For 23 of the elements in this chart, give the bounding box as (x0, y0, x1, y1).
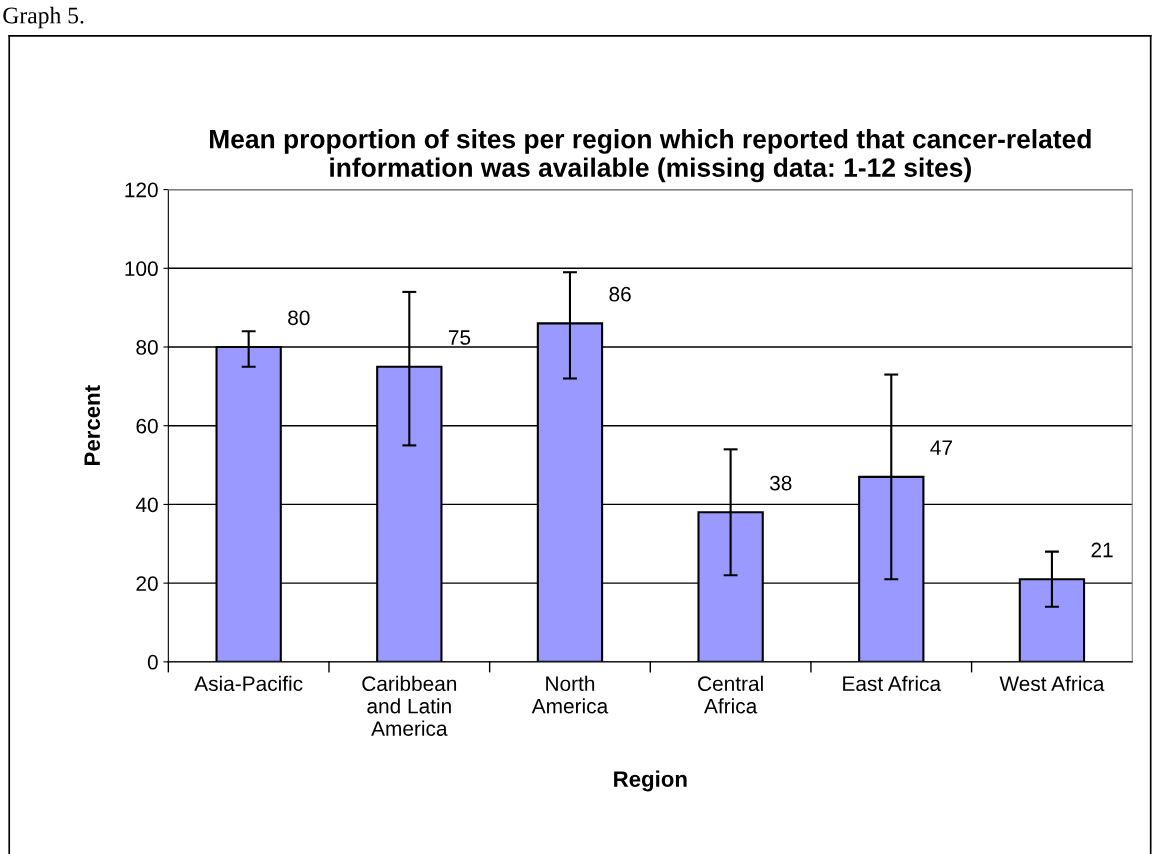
x-tick-label: West Africa (999, 675, 1105, 692)
data-label: 86 (609, 286, 631, 302)
data-label: 75 (448, 330, 471, 345)
y-tick-label: 20 (136, 576, 158, 591)
data-label: 80 (288, 310, 310, 326)
y-tick-label: 0 (147, 654, 158, 670)
data-label: 38 (769, 475, 792, 491)
x-tick-label: North America (531, 675, 609, 714)
x-tick-label: Caribbean and Latin America (362, 675, 457, 736)
y-tick-label: 60 (136, 418, 158, 434)
y-tick-label: 80 (136, 340, 158, 355)
x-axis-title: Region (614, 770, 687, 792)
y-tick-label: 40 (135, 497, 158, 513)
x-tick-label: Asia-Pacific (194, 675, 303, 692)
data-label: 21 (1091, 542, 1113, 558)
y-tick-label: 100 (125, 261, 158, 277)
data-label: 47 (930, 440, 952, 455)
x-tick-label: Central Africa (698, 675, 763, 714)
y-axis-title: Percent (84, 385, 101, 465)
chart-title: Mean proportion of sites per region which reported that cancer-related information was available (missing data: 1-12 sites) (210, 129, 1091, 183)
caption: Graph 5. (3, 6, 84, 29)
y-tick-label: 120 (125, 182, 158, 198)
x-tick-label: East Africa (843, 675, 942, 692)
